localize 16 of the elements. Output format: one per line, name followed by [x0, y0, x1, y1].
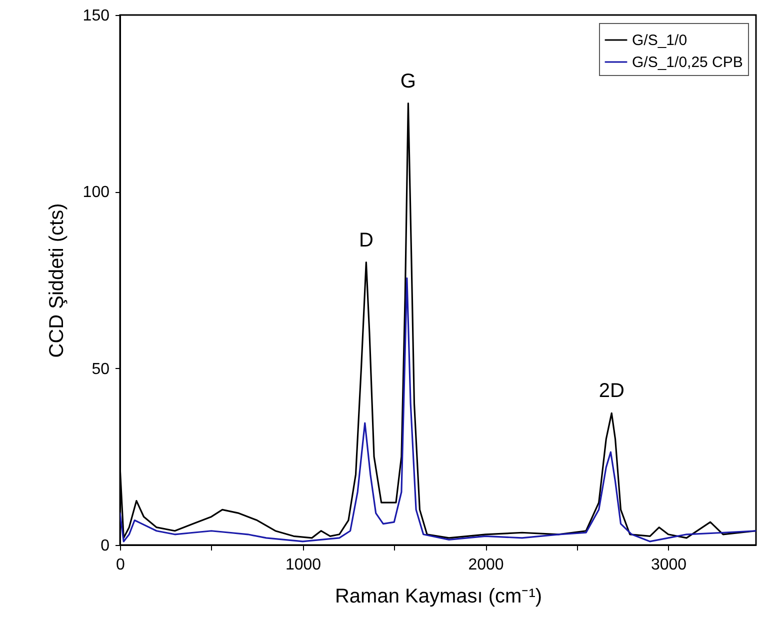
annotation: D	[358, 229, 374, 252]
y-tick-label: 0	[100, 538, 110, 554]
x-axis-title: Raman Kayması (cm⁻¹)	[334, 586, 542, 608]
legend-label: G/S_1/0,25 CPB	[632, 54, 743, 71]
y-tick-label: 150	[82, 8, 110, 24]
y-tick-label: 100	[82, 184, 110, 202]
x-tick-label: 0	[116, 556, 126, 574]
legend-label: G/S_1/0	[632, 32, 688, 49]
x-tick-label: 1000	[285, 556, 322, 574]
y-tick-label: 50	[92, 360, 110, 378]
y-axis-title: CCD Şiddeti (cts)	[46, 203, 68, 358]
annotation: G	[400, 70, 416, 92]
x-tick-label: 2000	[468, 556, 504, 574]
x-tick-label: 3000	[650, 556, 687, 574]
annotation: 2D	[598, 380, 624, 402]
line-series	[120, 277, 756, 542]
